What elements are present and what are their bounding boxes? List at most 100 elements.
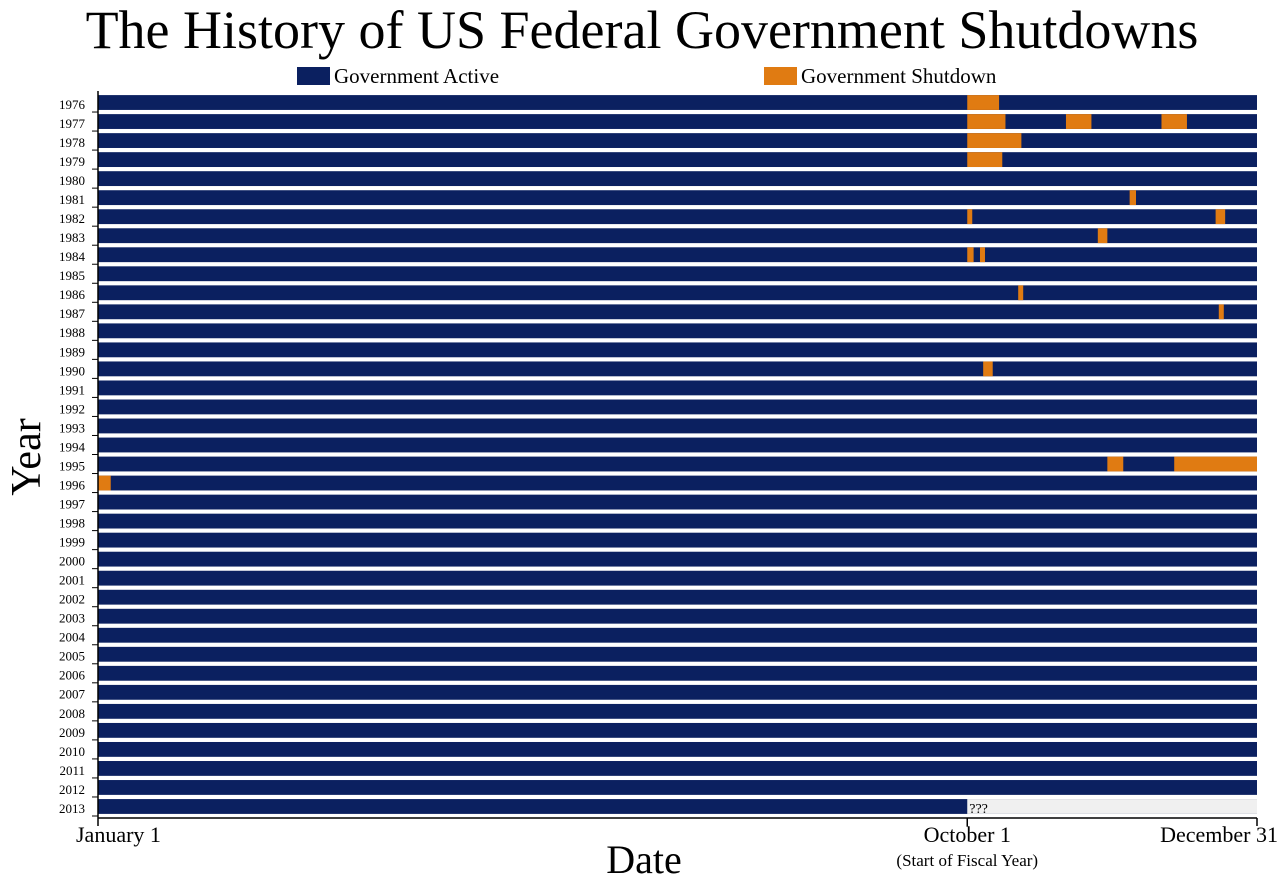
x-tick-label-1: October 1 — [924, 822, 1011, 847]
bar-active-2002 — [98, 589, 1257, 605]
y-tick-label-1994: 1994 — [59, 439, 86, 454]
bar-active-1979 — [98, 152, 1257, 168]
bar-shutdown-1977-3 — [1161, 114, 1187, 129]
bar-shutdown-1996-17 — [98, 475, 111, 491]
y-tick-label-2003: 2003 — [59, 611, 85, 626]
y-tick-label-2006: 2006 — [59, 668, 86, 683]
bar-shutdown-1978-4 — [967, 133, 1022, 148]
bar-active-1998 — [98, 513, 1257, 529]
bar-shutdown-1981-6 — [1129, 190, 1137, 206]
y-tick-label-2011: 2011 — [59, 763, 85, 778]
y-tick-label-1996: 1996 — [59, 477, 86, 492]
bar-shutdown-1982-7 — [967, 209, 973, 225]
unknown-label-2013: ??? — [969, 802, 988, 817]
legend-swatch-shutdown — [764, 67, 797, 85]
y-axis-title: Year — [4, 418, 50, 495]
bar-active-1978 — [98, 133, 1257, 148]
bar-shutdown-1995-15 — [1107, 456, 1124, 472]
bar-active-1982 — [98, 209, 1257, 225]
y-tick-label-2001: 2001 — [59, 573, 85, 588]
y-tick-label-1998: 1998 — [59, 516, 85, 531]
y-tick-label-2008: 2008 — [59, 706, 85, 721]
bar-shutdown-1995-16 — [1174, 456, 1257, 472]
bar-active-1984 — [98, 247, 1257, 263]
y-tick-label-1995: 1995 — [59, 458, 85, 473]
y-tick-label-2000: 2000 — [59, 554, 85, 569]
y-tick-label-1990: 1990 — [59, 363, 85, 378]
y-tick-label-1976: 1976 — [59, 97, 86, 112]
legend-label-active: Government Active — [334, 64, 499, 88]
y-tick-label-1993: 1993 — [59, 420, 85, 435]
bar-shutdown-1977-2 — [1065, 114, 1092, 129]
bar-active-1996 — [98, 475, 1257, 491]
y-tick-label-1997: 1997 — [59, 496, 86, 511]
legend-swatch-active — [297, 67, 330, 85]
x-axis: January 1 October 1 December 31 (Start of F… — [76, 817, 1278, 870]
bar-active-2012 — [98, 780, 1257, 795]
y-tick-label-2012: 2012 — [59, 782, 85, 797]
bar-active-2011 — [98, 761, 1257, 776]
bar-active-1991 — [98, 380, 1257, 396]
x-tick-note: (Start of Fiscal Year) — [896, 851, 1038, 870]
legend-label-shutdown: Government Shutdown — [801, 64, 997, 88]
bar-active-1994 — [98, 437, 1257, 453]
plot-area: ??? — [98, 95, 1257, 817]
bar-shutdown-1990-14 — [983, 361, 993, 377]
y-tick-label-1977: 1977 — [59, 116, 86, 131]
y-tick-label-1987: 1987 — [59, 306, 86, 321]
y-tick-label-2005: 2005 — [59, 649, 85, 664]
bar-active-2009 — [98, 722, 1257, 738]
y-tick-label-2010: 2010 — [59, 744, 85, 759]
bar-active-2008 — [98, 703, 1257, 719]
bar-active-1976 — [98, 95, 1257, 110]
bar-active-2004 — [98, 627, 1257, 643]
y-tick-label-2013: 2013 — [59, 801, 85, 816]
y-tick-label-2007: 2007 — [59, 687, 86, 702]
y-tick-label-1979: 1979 — [59, 154, 85, 169]
y-tick-label-2009: 2009 — [59, 725, 85, 740]
y-tick-label-1991: 1991 — [59, 382, 85, 397]
y-tick-label-1983: 1983 — [59, 230, 85, 245]
bar-active-1981 — [98, 190, 1257, 206]
bar-active-2003 — [98, 608, 1257, 624]
y-tick-label-1986: 1986 — [59, 287, 86, 302]
y-tick-label-1978: 1978 — [59, 135, 85, 150]
y-tick-label-2004: 2004 — [59, 630, 86, 645]
bar-active-1986 — [98, 285, 1257, 301]
y-tick-label-1992: 1992 — [59, 401, 85, 416]
bar-shutdown-1976-0 — [967, 95, 1000, 110]
chart-title: The History of US Federal Government Shu… — [86, 0, 1199, 60]
bar-active-1990 — [98, 361, 1257, 377]
bar-active-1995 — [98, 456, 1257, 472]
y-tick-label-1984: 1984 — [59, 249, 86, 264]
bar-active-1983 — [98, 228, 1257, 244]
bar-active-1985 — [98, 266, 1257, 282]
bar-shutdown-1982-8 — [1215, 209, 1226, 225]
bar-active-2005 — [98, 646, 1257, 662]
bar-active-1989 — [98, 342, 1257, 358]
y-tick-label-2002: 2002 — [59, 592, 85, 607]
bar-active-2007 — [98, 684, 1257, 700]
bar-active-1987 — [98, 304, 1257, 320]
bar-shutdown-1984-11 — [979, 247, 985, 263]
bar-shutdown-1983-9 — [1097, 228, 1108, 244]
bar-active-1980 — [98, 171, 1257, 187]
bar-shutdown-1977-1 — [967, 114, 1006, 129]
bar-shutdown-1986-12 — [1018, 285, 1024, 301]
bar-active-1997 — [98, 494, 1257, 510]
legend: Government Active Government Shutdown — [297, 64, 997, 88]
bar-shutdown-1979-5 — [967, 152, 1003, 168]
x-tick-label-0: January 1 — [76, 822, 161, 847]
x-axis-title: Date — [606, 837, 682, 881]
y-tick-label-1988: 1988 — [59, 325, 85, 340]
y-tick-label-1999: 1999 — [59, 535, 85, 550]
x-tick-label-2: December 31 — [1160, 822, 1278, 847]
bar-unknown-2013 — [967, 799, 1257, 814]
y-tick-label-1989: 1989 — [59, 344, 85, 359]
bar-active-2000 — [98, 551, 1257, 567]
bar-active-2001 — [98, 570, 1257, 586]
bar-active-1992 — [98, 399, 1257, 415]
y-tick-label-1982: 1982 — [59, 211, 85, 226]
y-tick-label-1985: 1985 — [59, 268, 85, 283]
